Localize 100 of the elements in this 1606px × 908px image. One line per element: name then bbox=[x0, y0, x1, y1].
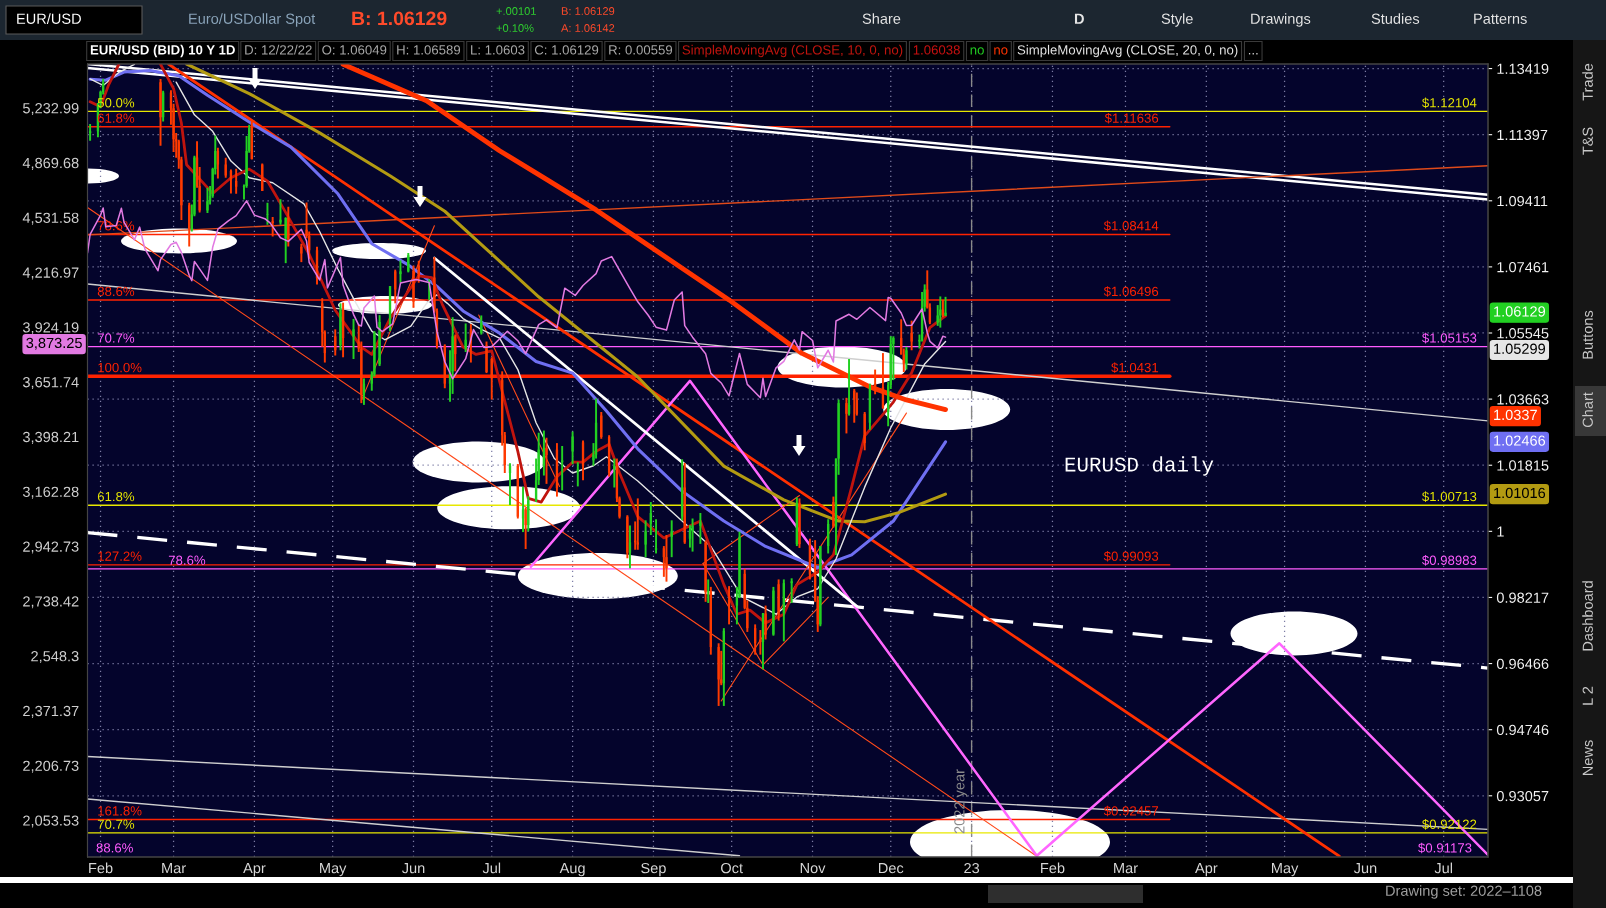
x-tick-label: Aug bbox=[559, 863, 585, 877]
text: L: 1.0603 bbox=[471, 45, 525, 55]
x-tick-label: Feb bbox=[1041, 862, 1065, 874]
text: Drawings bbox=[1251, 13, 1311, 27]
text: Dashboard bbox=[1582, 581, 1593, 651]
y-tick-label: 2,942.73 bbox=[23, 541, 79, 554]
text: A: 1.06142 bbox=[561, 24, 615, 32]
text: C: 1.06129 bbox=[534, 45, 599, 55]
text: +0.10% bbox=[496, 24, 534, 32]
text: Euro/USDollar Spot bbox=[189, 13, 316, 27]
x-tick-label: Apr bbox=[243, 863, 266, 877]
y-tick-label: 1.05545 bbox=[1497, 328, 1549, 339]
x-tick-label: Oct bbox=[721, 862, 743, 874]
annotation: 100.0% bbox=[98, 362, 142, 373]
annotation: $0.91173 bbox=[1418, 842, 1472, 854]
text: SimpleMovingAvg (CLOSE, 10, 0, no) bbox=[682, 44, 903, 58]
text: 1.0337 bbox=[1494, 409, 1537, 421]
y-tick-label: 3,924.19 bbox=[22, 322, 79, 335]
text: 3,873.25 bbox=[26, 337, 82, 350]
data-label: $1.06496 bbox=[1103, 286, 1159, 297]
text: H: 1.06589 bbox=[397, 45, 461, 55]
chart-title: EUR/USD (BID) 10 Y 1D bbox=[90, 44, 235, 58]
annotation: 88.6% bbox=[97, 286, 135, 297]
data-label: $0.98983 bbox=[1422, 555, 1477, 566]
annotation: 70.7% bbox=[97, 333, 135, 343]
y-tick-label: 3,162.28 bbox=[22, 486, 79, 499]
x-tick-label: Jul bbox=[482, 862, 501, 874]
y-tick-label: 1.01815 bbox=[1497, 460, 1549, 471]
text: Buttons bbox=[1582, 310, 1593, 359]
text: 1.01016 bbox=[1494, 487, 1546, 499]
annotation: 161.8% bbox=[98, 806, 142, 816]
text: no bbox=[994, 47, 1008, 55]
x-tick-label: Mar bbox=[1114, 863, 1138, 874]
y-tick-label: 0.98217 bbox=[1496, 592, 1549, 603]
text: 1.05299 bbox=[1494, 343, 1546, 354]
text: O: 1.06049 bbox=[322, 45, 387, 55]
text: D bbox=[1074, 13, 1084, 24]
y-tick-label: 0.93057 bbox=[1496, 790, 1549, 802]
data-label: $1.00713 bbox=[1422, 491, 1477, 503]
annotation: 127.2% bbox=[98, 551, 142, 561]
y-tick-label: 2,206.73 bbox=[23, 760, 79, 773]
y-tick-label: 0.96466 bbox=[1496, 658, 1549, 669]
x-tick-label: Nov bbox=[800, 863, 826, 874]
text: Style bbox=[1161, 13, 1193, 27]
y-tick-label: 2,371.37 bbox=[23, 705, 79, 718]
text: Share bbox=[862, 13, 901, 24]
text: ... bbox=[1248, 53, 1258, 55]
text: Studies bbox=[1371, 13, 1420, 24]
annotation: 78.6% bbox=[168, 555, 206, 565]
y-tick-label: 4,216.97 bbox=[22, 267, 79, 280]
y-tick-label: 4,869.68 bbox=[22, 157, 79, 170]
text: D: 12/22/22 bbox=[245, 44, 312, 55]
data-label: $1.08414 bbox=[1103, 220, 1159, 232]
text: Drawing set: 2022–1108 bbox=[1386, 885, 1542, 899]
y-tick-label: 4,531.58 bbox=[22, 212, 79, 225]
annotation: 70.7% bbox=[97, 819, 135, 829]
x-tick-label: Mar bbox=[162, 863, 186, 874]
x-tick-label: Feb bbox=[89, 862, 113, 874]
text: Chart bbox=[1582, 392, 1593, 428]
y-tick-label: 1.07461 bbox=[1497, 261, 1549, 273]
text: Trade bbox=[1582, 63, 1593, 101]
y-tick-label: 1.09411 bbox=[1497, 195, 1548, 207]
annotation: EURUSD daily bbox=[1065, 456, 1214, 476]
text: B: 1.06129 bbox=[561, 7, 615, 15]
y-tick-label: 3,651.74 bbox=[22, 377, 79, 390]
y-tick-label: 2,053.53 bbox=[23, 815, 79, 828]
x-tick-label: May bbox=[320, 863, 347, 877]
y-tick-label: 2,738.42 bbox=[23, 596, 79, 609]
data-label: $1.12104 bbox=[1422, 97, 1477, 109]
data-label: $0.99093 bbox=[1103, 550, 1159, 562]
x-tick-label: Jun bbox=[401, 863, 425, 874]
x-tick-label: Jul bbox=[1434, 862, 1453, 874]
text: R: 0.00559 bbox=[609, 45, 673, 55]
x-tick-label: 23 bbox=[964, 862, 980, 874]
annotation: 88.6% bbox=[96, 843, 133, 853]
text: 1.06129 bbox=[1494, 306, 1546, 317]
text: SimpleMovingAvg (CLOSE, 20, 0, no) bbox=[1017, 44, 1238, 58]
text: News bbox=[1582, 740, 1593, 776]
y-tick-label: 2,548.3 bbox=[31, 651, 79, 664]
data-label: $1.11636 bbox=[1104, 112, 1159, 124]
x-tick-label: Dec bbox=[879, 863, 904, 874]
x-tick-label: Apr bbox=[1195, 863, 1218, 877]
annotation: 61.8% bbox=[97, 491, 135, 502]
x-tick-label: May bbox=[1272, 863, 1299, 877]
y-tick-label: 1.03663 bbox=[1497, 394, 1549, 405]
text: EUR/USD bbox=[17, 13, 81, 24]
text: 1.06038 bbox=[913, 45, 960, 55]
y-tick-label: 1.13419 bbox=[1497, 63, 1549, 74]
text: 1.02466 bbox=[1494, 435, 1546, 446]
data-label: $1.05153 bbox=[1422, 332, 1477, 344]
text: no bbox=[970, 47, 984, 55]
text: T&S bbox=[1582, 127, 1593, 155]
x-tick-label: Sep bbox=[641, 862, 666, 877]
y-tick-label: 1.11397 bbox=[1497, 129, 1548, 141]
data-label: $1.0431 bbox=[1111, 362, 1159, 374]
y-tick-label: 5,232.99 bbox=[22, 103, 79, 116]
text: B: 1.06129 bbox=[352, 11, 447, 26]
ref-line-label: 2022 year bbox=[954, 769, 968, 834]
text: Patterns bbox=[1474, 13, 1527, 24]
y-tick-label: 1 bbox=[1497, 526, 1504, 537]
